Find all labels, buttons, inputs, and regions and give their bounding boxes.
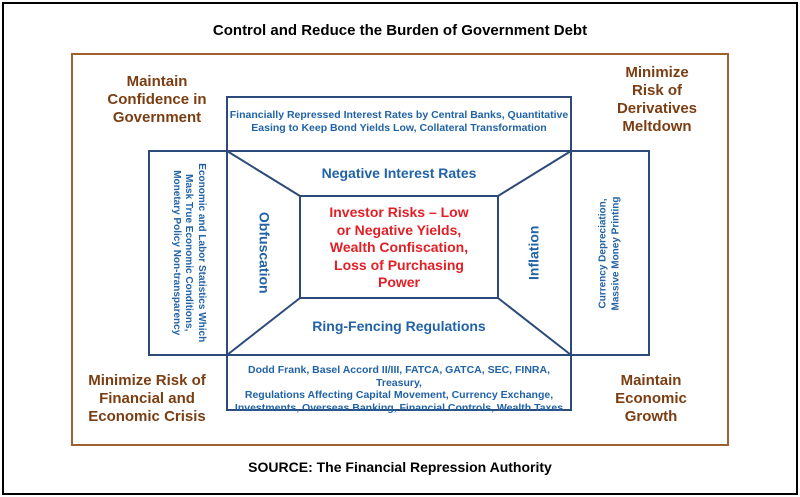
corner-line: Maintain xyxy=(72,73,242,91)
top-box-line: Financially Repressed Interest Rates by … xyxy=(227,109,571,122)
trapezoid-bottom-label: Ring-Fencing Regulations xyxy=(300,318,498,335)
left-box-text: Economic and Labor Statistics Which Mask… xyxy=(169,164,207,343)
right-box-line: Massive Money Printing xyxy=(610,196,623,310)
bottom-box-line: Dodd Frank, Basel Accord II/III, FATCA, … xyxy=(227,364,571,389)
center-line: or Negative Yields, xyxy=(300,222,498,240)
corner-line: Government xyxy=(72,109,242,127)
corner-line: Derivatives xyxy=(572,100,742,118)
left-box-line: Mask True Economic Conditions, xyxy=(182,164,195,343)
corner-line: Meltdown xyxy=(572,118,742,136)
bottom-box-line: Regulations Affecting Capital Movement, … xyxy=(227,389,571,402)
corner-line: Financial and xyxy=(62,390,232,408)
trapezoid-right-label: Inflation xyxy=(526,226,544,280)
bottom-box-text: Dodd Frank, Basel Accord II/III, FATCA, … xyxy=(227,364,571,414)
center-line: Investor Risks – Low xyxy=(300,204,498,222)
corner-line: Economic xyxy=(566,390,736,408)
right-box-line: Currency Depreciation, xyxy=(598,196,611,310)
left-box-text-wrap: Economic and Labor Statistics Which Mask… xyxy=(149,151,227,355)
corner-top-left: Maintain Confidence in Government xyxy=(72,73,242,127)
corner-top-right: Minimize Risk of Derivatives Meltdown xyxy=(572,64,742,136)
corner-line: Growth xyxy=(566,408,736,426)
right-box-text: Currency Depreciation, Massive Money Pri… xyxy=(598,196,623,310)
bottom-box-line: Investments, Overseas Banking, Financial… xyxy=(227,402,571,415)
corner-line: Economic Crisis xyxy=(62,408,232,426)
trapezoid-right-label-wrap: Inflation xyxy=(498,151,571,355)
corner-line: Confidence in xyxy=(72,91,242,109)
corner-line: Maintain xyxy=(566,372,736,390)
trapezoid-left-label-wrap: Obfuscation xyxy=(227,151,300,355)
top-box-line: Easing to Keep Bond Yields Low, Collater… xyxy=(227,122,571,135)
trapezoid-top-label: Negative Interest Rates xyxy=(300,165,498,182)
corner-line: Minimize Risk of xyxy=(62,372,232,390)
left-box-line: Economic and Labor Statistics Which xyxy=(194,164,207,343)
corner-line: Risk of xyxy=(572,82,742,100)
top-box-text: Financially Repressed Interest Rates by … xyxy=(227,109,571,134)
center-line: Power xyxy=(300,274,498,292)
center-text: Investor Risks – Low or Negative Yields,… xyxy=(300,204,498,292)
source-caption: SOURCE: The Financial Repression Authori… xyxy=(0,459,800,476)
center-line: Loss of Purchasing xyxy=(300,257,498,275)
corner-bottom-left: Minimize Risk of Financial and Economic … xyxy=(62,372,232,426)
corner-bottom-right: Maintain Economic Growth xyxy=(566,372,736,426)
center-line: Wealth Confiscation, xyxy=(300,239,498,257)
corner-line: Minimize xyxy=(572,64,742,82)
right-box-text-wrap: Currency Depreciation, Massive Money Pri… xyxy=(571,151,649,355)
trapezoid-left-label: Obfuscation xyxy=(255,212,273,294)
left-box-line: Monetary Policy Non-transparency xyxy=(169,164,182,343)
